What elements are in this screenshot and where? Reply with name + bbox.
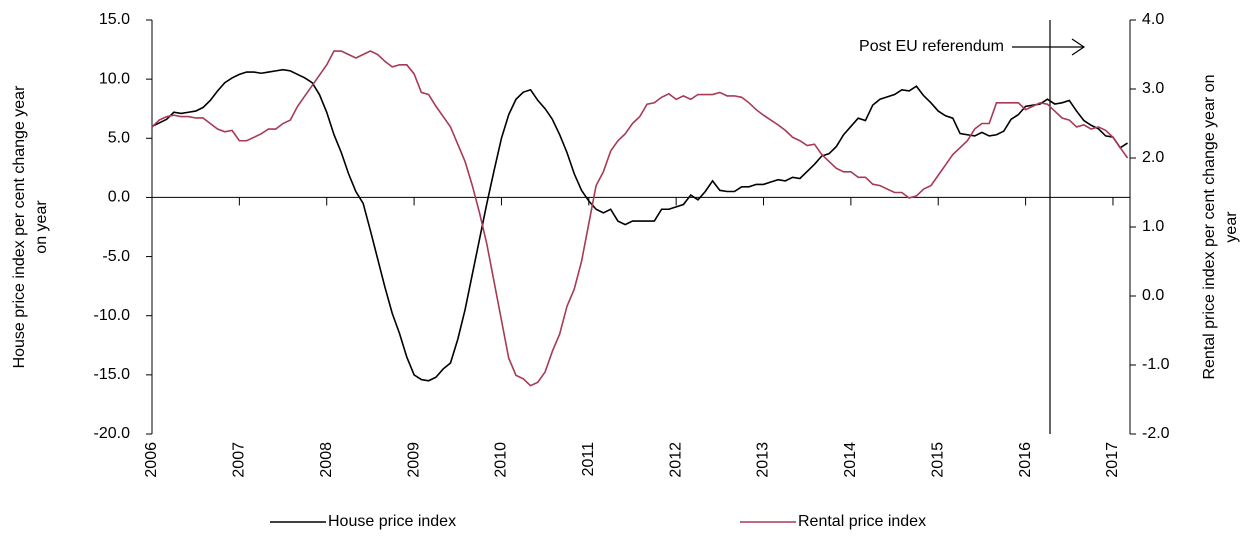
legend-label: House price index (328, 513, 456, 530)
x-tick-label: 2009 (405, 442, 422, 478)
y2-tick-label: -1.0 (1142, 356, 1170, 373)
y-tick-label: 5.0 (108, 130, 130, 147)
y-tick-label: -5.0 (102, 248, 130, 265)
x-tick-label: 2012 (667, 442, 684, 478)
y-tick-label: 0.0 (108, 189, 130, 206)
y2-tick-label: 3.0 (1142, 80, 1164, 97)
series-line (151, 50, 1129, 387)
x-tick-label: 2011 (580, 442, 597, 477)
x-tick-label: 2013 (755, 442, 772, 478)
x-tick-label: 2010 (493, 442, 510, 478)
y-tick-label: -10.0 (94, 307, 131, 324)
y2-tick-label: -2.0 (1142, 425, 1170, 442)
y-axis-title: House price index per cent change year (11, 85, 28, 369)
annotation-arrowhead (1071, 38, 1086, 56)
y2-tick-label: 2.0 (1142, 149, 1164, 166)
annotation: Post EU referendum (859, 38, 1004, 55)
x-tick-label: 2017 (1104, 442, 1121, 478)
x-tick-label: 2014 (842, 442, 859, 478)
x-tick-label: 2008 (318, 442, 335, 478)
y-tick-label: 10.0 (99, 70, 130, 87)
x-tick-label: 2015 (929, 442, 946, 478)
x-tick-label: 2007 (231, 442, 248, 478)
series-line (151, 68, 1128, 382)
y2-axis-title: year (1223, 211, 1240, 243)
y2-tick-label: 4.0 (1142, 11, 1164, 28)
y-tick-label: -15.0 (94, 366, 131, 383)
y-tick-label: -20.0 (94, 425, 131, 442)
y2-axis-title: Rental price index per cent change year … (1201, 74, 1218, 379)
y-tick-label: 15.0 (99, 11, 130, 28)
x-tick-label: 2016 (1017, 442, 1034, 478)
legend-label: Rental price index (798, 513, 926, 530)
y2-tick-label: 0.0 (1142, 287, 1164, 304)
y2-tick-label: 1.0 (1142, 218, 1164, 235)
y-axis-title: on year (33, 200, 50, 254)
x-tick-label: 2006 (143, 442, 160, 478)
